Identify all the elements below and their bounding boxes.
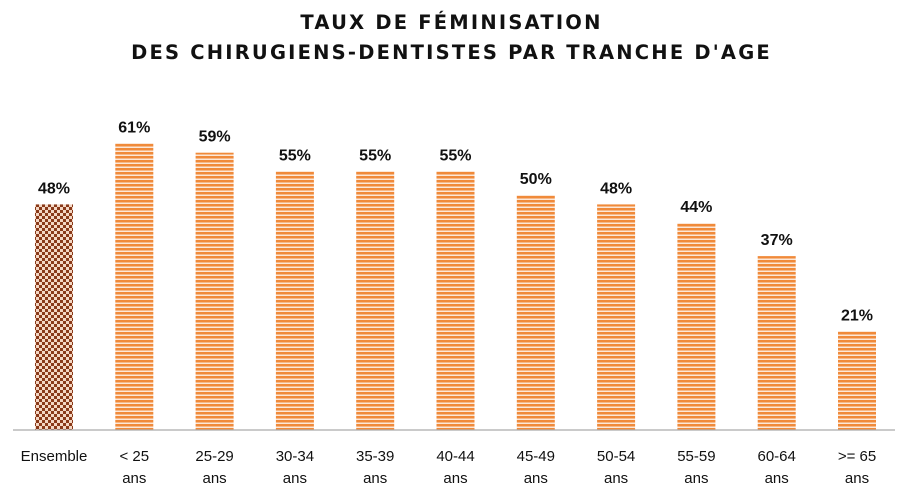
data-label: 55% (359, 148, 391, 165)
data-label: 21% (841, 307, 873, 324)
bar-2 (195, 152, 234, 430)
x-tick-label: 25-29 (195, 448, 233, 465)
x-tick-label: ans (845, 470, 869, 487)
x-tick-label: Ensemble (21, 448, 88, 465)
bar-9 (757, 256, 796, 430)
bar-7 (597, 204, 636, 430)
data-label: 44% (680, 199, 712, 216)
bar-10 (838, 331, 876, 430)
bar-5 (436, 171, 475, 430)
x-tick-label: ans (684, 470, 708, 487)
chart-title-line-2: DES CHIRUGIENS-DENTISTES PAR TRANCHE D'A… (131, 41, 772, 64)
bar-8 (677, 223, 716, 430)
data-label: 37% (761, 232, 793, 249)
x-tick-label: >= 65 (838, 448, 876, 465)
chart-title-line-1: TAUX DE FÉMINISATION (300, 11, 603, 34)
data-label: 61% (118, 119, 150, 136)
x-tick-label: 45-49 (517, 448, 555, 465)
bar-3 (275, 171, 314, 430)
data-label: 48% (600, 180, 632, 197)
x-tick-label: < 25 (119, 448, 149, 465)
bar-4 (356, 171, 395, 430)
bar-6 (516, 195, 555, 430)
x-tick-label: 30-34 (276, 448, 314, 465)
bar-ensemble (35, 204, 73, 430)
data-label: 55% (439, 148, 471, 165)
x-tick-label: ans (604, 470, 628, 487)
data-label: 55% (279, 148, 311, 165)
x-tick-label: ans (203, 470, 227, 487)
x-tick-label: 50-54 (597, 448, 635, 465)
x-tick-label: ans (443, 470, 467, 487)
x-tick-label: 35-39 (356, 448, 394, 465)
x-tick-label: ans (765, 470, 789, 487)
bar-1 (115, 143, 154, 431)
data-label: 50% (520, 171, 552, 188)
x-tick-label: ans (283, 470, 307, 487)
x-tick-label: ans (122, 470, 146, 487)
x-tick-label: ans (363, 470, 387, 487)
chart-title: TAUX DE FÉMINISATION DES CHIRUGIENS-DENT… (0, 8, 903, 68)
data-label: 59% (199, 129, 231, 146)
data-label: 48% (38, 180, 70, 197)
x-tick-label: 60-64 (758, 448, 796, 465)
x-tick-label: 55-59 (677, 448, 715, 465)
x-tick-label: 40-44 (436, 448, 474, 465)
x-tick-label: ans (524, 470, 548, 487)
